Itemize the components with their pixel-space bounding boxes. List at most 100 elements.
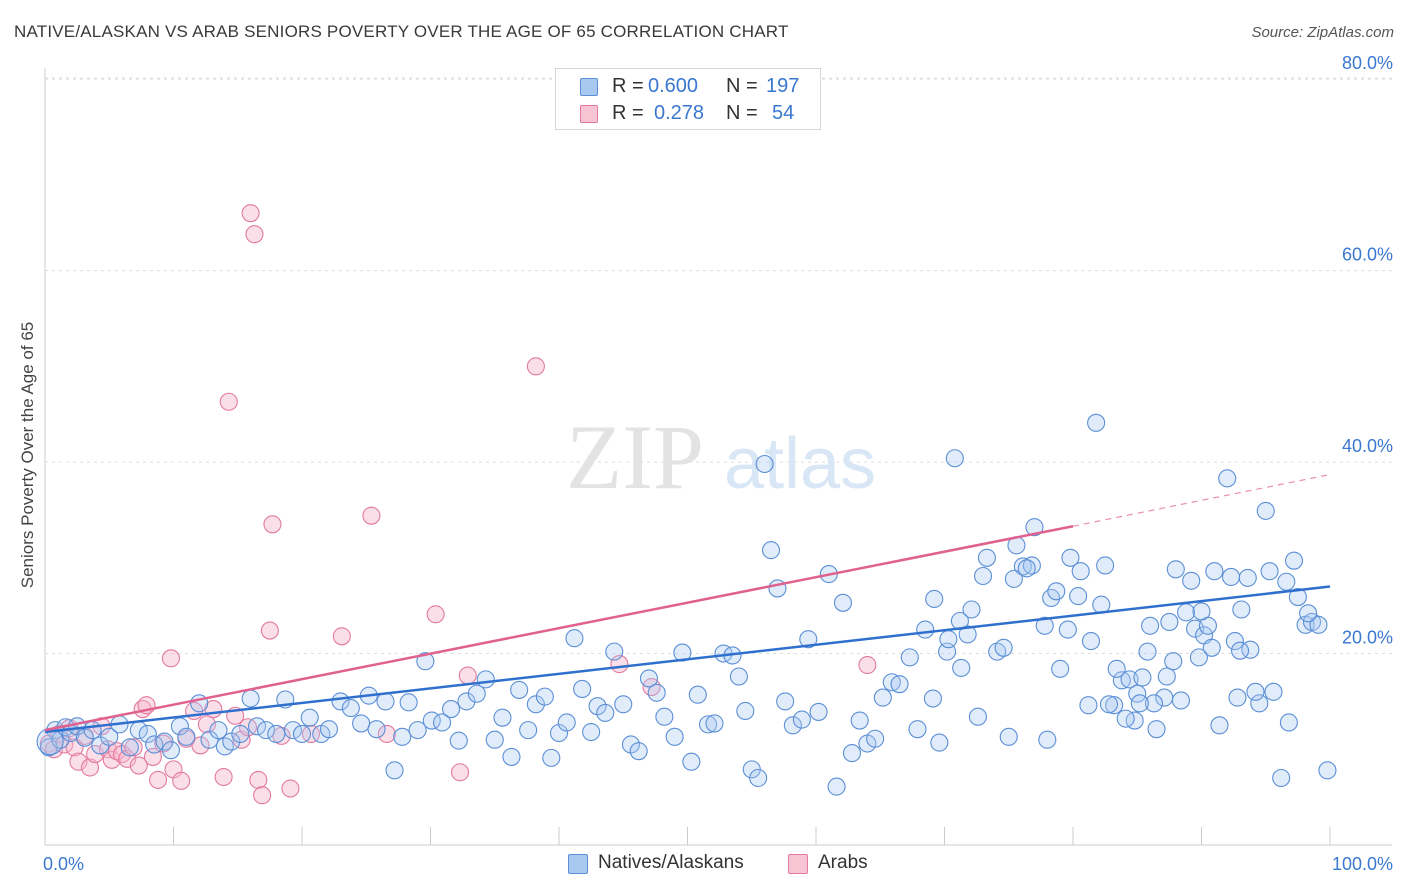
y-axis-label: Seniors Poverty Over the Age of 65	[18, 321, 37, 589]
native-point	[408, 721, 427, 740]
native-point	[1277, 572, 1296, 591]
arabs-trend-line	[44, 524, 1074, 732]
native-point	[1107, 659, 1126, 678]
native-point	[776, 692, 795, 711]
arab-point	[219, 392, 238, 411]
native-point	[283, 721, 303, 740]
native-point	[1017, 559, 1036, 578]
native-point	[138, 724, 157, 744]
arab-point	[191, 736, 210, 755]
native-point	[705, 714, 724, 733]
native-point	[809, 702, 828, 721]
native-point	[699, 715, 718, 734]
native-point	[1246, 682, 1265, 701]
native-point	[755, 454, 774, 474]
native-point	[688, 685, 707, 704]
native-point	[842, 744, 862, 763]
native-point	[416, 652, 435, 671]
native-point	[900, 648, 919, 667]
native-point	[1147, 720, 1166, 739]
native-point	[890, 675, 909, 694]
native-point	[639, 669, 659, 688]
native-point	[1071, 562, 1090, 581]
x-tick-label-min: 0.0%	[43, 854, 84, 874]
native-point	[385, 761, 404, 780]
native-point	[665, 727, 684, 746]
native-point	[1222, 567, 1241, 587]
native-point	[1284, 551, 1304, 570]
native-point	[1141, 616, 1160, 635]
native-point	[1087, 413, 1106, 432]
native-point	[399, 693, 418, 712]
arab-point	[451, 763, 470, 782]
native-point	[1192, 602, 1211, 621]
native-point	[292, 724, 312, 744]
legend-r-value: 0.278	[654, 102, 705, 124]
source-text: Source: ZipAtlas.com	[1251, 24, 1394, 41]
y-tick-label: 40.0%	[1342, 436, 1393, 456]
native-point	[1250, 694, 1269, 713]
native-point	[1279, 713, 1298, 732]
native-point	[1288, 588, 1307, 607]
native-point	[449, 731, 468, 750]
native-point	[247, 717, 267, 736]
native-point	[1038, 730, 1057, 749]
arab-point	[129, 756, 148, 775]
natives-trend-line	[44, 585, 1331, 734]
native-point	[1228, 688, 1247, 707]
native-point	[582, 722, 601, 742]
native-point	[882, 673, 901, 692]
legend-n-label: N =	[726, 102, 758, 124]
native-point	[1081, 632, 1101, 651]
x-tick-label-max: 100.0%	[1332, 854, 1393, 874]
native-point	[1079, 696, 1098, 715]
native-point	[827, 777, 846, 796]
native-point	[629, 742, 648, 761]
native-point	[596, 703, 615, 722]
native-point	[557, 713, 576, 732]
native-point	[485, 730, 504, 749]
native-point	[1105, 696, 1124, 715]
native-point	[1025, 518, 1044, 537]
arab-point	[426, 605, 445, 624]
natives-swatch	[580, 78, 598, 96]
native-point	[1133, 668, 1152, 687]
native-point	[319, 720, 339, 739]
native-point	[1238, 568, 1257, 587]
native-point	[1318, 761, 1337, 780]
native-point	[145, 735, 164, 754]
arab-point	[124, 738, 143, 757]
native-point	[1171, 691, 1190, 710]
native-point	[1205, 562, 1224, 581]
arab-point	[263, 515, 282, 534]
legend-n-label: N =	[726, 75, 758, 97]
watermark-zip: ZIP	[566, 406, 704, 508]
gridlines	[45, 77, 1392, 655]
native-point	[200, 730, 219, 749]
native-point	[729, 667, 748, 686]
native-point	[736, 701, 755, 721]
arab-point	[332, 627, 351, 646]
native-point	[1004, 569, 1023, 588]
native-point	[1096, 556, 1115, 575]
native-point	[231, 724, 250, 744]
arab-point	[69, 752, 88, 771]
native-point	[1116, 709, 1135, 728]
native-point	[1202, 638, 1221, 657]
native-point	[749, 768, 768, 788]
native-point	[605, 642, 624, 661]
native-point	[1058, 620, 1077, 639]
native-point	[177, 727, 196, 746]
native-point	[999, 727, 1018, 746]
native-point	[493, 708, 512, 727]
native-point	[1157, 667, 1176, 686]
arab-point	[526, 357, 545, 376]
native-point	[1166, 560, 1185, 579]
native-point	[1177, 603, 1196, 622]
native-point	[267, 724, 286, 744]
trend-lines	[44, 473, 1331, 734]
tick-labels: 20.0% 40.0% 60.0% 80.0% 0.0% 100.0%	[43, 53, 1393, 874]
native-point	[1264, 682, 1283, 701]
native-point	[952, 658, 971, 677]
